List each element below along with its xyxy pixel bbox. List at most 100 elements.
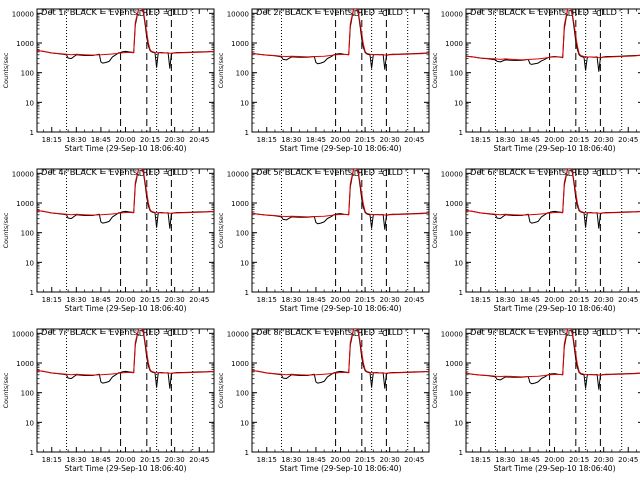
x-tick-label: 20:00 [330,296,350,304]
marker-label: C [167,9,173,18]
plot-frame [465,168,640,293]
panel-title: Det 8r BLACK = Events, RED = LLD [256,327,403,337]
y-tick-label: 1000 [231,40,249,48]
series-line-lld [466,169,640,216]
x-tick-label: 20:30 [165,456,185,464]
detector-panel-3: Det 3r BLACK = Events, RED = LLD 1 10 100 10… [431,7,640,153]
marker-label: D [139,169,145,178]
y-tick-label: 1 [459,129,463,137]
marker-label: C [167,329,173,338]
x-axis-label: Start Time (29-Sep-10 18:06:40) [494,464,616,473]
y-tick-label: 10000 [12,330,34,338]
x-tick-label: 20:00 [544,456,564,464]
x-tick-label: 20:15 [140,296,160,304]
plot-area [252,329,429,389]
marker-label: C [382,329,388,338]
x-tick-label: 20:00 [115,456,135,464]
marker-label: C [596,9,602,18]
plot-frame [251,8,430,133]
detector-panel-5: Det 5r BLACK = Events, RED = LLD 1 10 100 10… [217,167,430,313]
x-tick-label: 20:30 [380,296,400,304]
y-tick-label: 1000 [445,40,463,48]
x-tick-label: 18:30 [495,456,515,464]
panel-title: Det 9r BLACK = Events, RED = LLD [470,327,617,337]
marker-label: D [568,329,574,338]
x-tick-label: 20:45 [618,296,638,304]
panel-title: Det 6r BLACK = Events, RED = LLD [470,167,617,177]
y-tick-label: 1000 [231,200,249,208]
x-tick-label: 20:15 [569,456,589,464]
x-tick-label: 18:15 [257,136,277,144]
marker-label: C [382,9,388,18]
x-tick-label: 18:30 [66,296,86,304]
x-tick-label: 18:15 [471,136,491,144]
x-tick-label: 18:45 [91,136,111,144]
x-tick-label: 20:15 [569,136,589,144]
y-tick-label: 100 [236,230,249,238]
y-tick-label: 1000 [231,360,249,368]
series-line-lld [252,329,429,376]
y-tick-label: 10 [454,99,463,107]
plot-area [466,9,640,72]
x-tick-label: 20:00 [115,136,135,144]
plot-area [37,329,214,389]
x-tick-label: 20:30 [380,456,400,464]
x-tick-label: 18:15 [471,296,491,304]
x-axis-label: Start Time (29-Sep-10 18:06:40) [65,464,187,473]
panel-title: Det 5r BLACK = Events, RED = LLD [256,167,403,177]
marker-label: D [568,9,574,18]
x-axis-label: Start Time (29-Sep-10 18:06:40) [494,144,616,153]
y-tick-label: 100 [236,70,249,78]
y-tick-label: 100 [21,390,34,398]
y-tick-label: 10000 [12,10,34,18]
series-line-lld [466,9,640,61]
x-tick-label: 20:00 [330,456,350,464]
x-tick-label: 18:45 [520,136,540,144]
y-tick-label: 10 [240,419,249,427]
y-axis-label: Counts/sec [431,372,439,408]
x-tick-label: 20:45 [404,456,424,464]
marker-label: D [354,169,360,178]
y-tick-label: 100 [236,390,249,398]
y-tick-label: 10000 [227,10,249,18]
y-tick-label: 10000 [12,170,34,178]
y-tick-label: 100 [450,230,463,238]
x-tick-label: 20:30 [594,456,614,464]
y-tick-label: 100 [450,70,463,78]
plot-area [37,9,214,69]
x-axis-label: Start Time (29-Sep-10 18:06:40) [280,304,402,313]
x-tick-label: 18:15 [471,456,491,464]
panel-title: Det 1r BLACK = Events, RED = LLD [41,7,188,17]
detector-panel-1: Det 1r BLACK = Events, RED = LLD 1 10 100 10… [2,7,215,153]
panel-title: Det 7r BLACK = Events, RED = LLD [41,327,188,337]
y-tick-label: 10 [25,419,34,427]
x-tick-label: 20:15 [569,296,589,304]
x-tick-label: 18:15 [257,296,277,304]
x-tick-label: 20:00 [544,296,564,304]
x-tick-label: 20:15 [355,136,375,144]
series-line-events [37,329,214,389]
x-tick-label: 18:45 [520,296,540,304]
x-axis-label: Start Time (29-Sep-10 18:06:40) [280,464,402,473]
plot-area [466,169,640,229]
y-tick-label: 1000 [445,200,463,208]
x-tick-label: 20:30 [594,136,614,144]
detector-panel-6: Det 6r BLACK = Events, RED = LLD 1 10 100 10… [431,167,640,313]
series-line-lld [37,9,214,56]
panel-title: Det 4r BLACK = Events, RED = LLD [41,167,188,177]
y-tick-label: 1 [30,129,34,137]
x-tick-label: 18:30 [66,136,86,144]
panel-title: Det 3r BLACK = Events, RED = LLD [470,7,617,17]
x-tick-label: 20:00 [330,136,350,144]
x-axis-label: Start Time (29-Sep-10 18:06:40) [494,304,616,313]
y-tick-label: 1 [245,289,249,297]
marker-label: C [382,169,388,178]
x-tick-label: 20:15 [140,456,160,464]
y-tick-label: 10000 [227,330,249,338]
x-tick-label: 20:15 [355,456,375,464]
y-tick-label: 1 [245,129,249,137]
series-line-lld [37,169,214,216]
x-tick-label: 20:30 [380,136,400,144]
y-axis-label: Counts/sec [431,212,439,248]
